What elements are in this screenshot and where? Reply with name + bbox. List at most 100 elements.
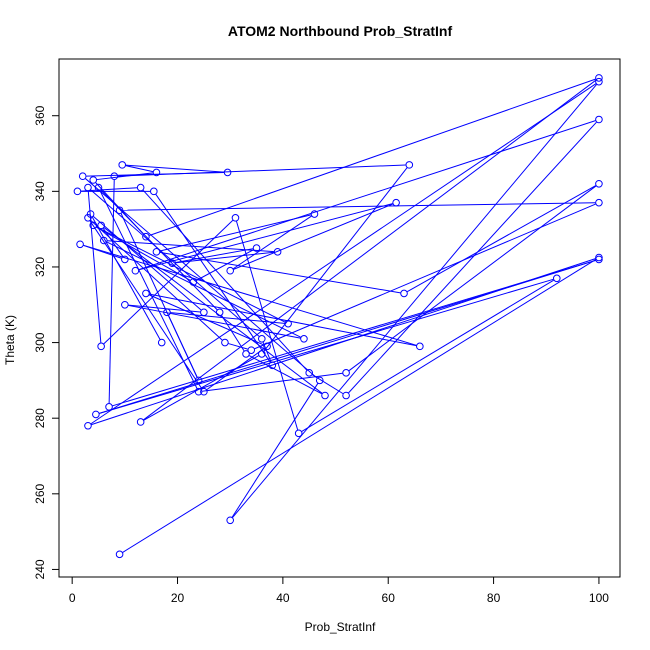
series-line-segment (232, 215, 312, 270)
data-point (300, 334, 308, 343)
x-axis-label: Prob_StratInf (305, 620, 376, 634)
data-point (321, 391, 329, 400)
series-line-segment (138, 120, 596, 271)
series-line-segment (159, 214, 312, 252)
data-point (223, 168, 232, 177)
series-line-segment (99, 278, 554, 414)
series-line-segment (142, 189, 308, 371)
series-line-segment (117, 164, 406, 177)
x-tick-label: 0 (69, 591, 76, 605)
data-point (595, 179, 603, 188)
data-point (189, 278, 198, 286)
data-point (89, 221, 98, 230)
series-line-segment (149, 293, 417, 347)
data-point (416, 342, 424, 351)
data-point (76, 240, 84, 249)
y-tick-label: 280 (33, 408, 47, 428)
series-line-segment (138, 203, 393, 271)
data-point (252, 244, 261, 252)
data-point (552, 274, 561, 283)
x-tick-label: 80 (487, 591, 501, 605)
series-line-segment (254, 203, 596, 350)
data-point (94, 183, 103, 192)
series-line-segment (90, 83, 597, 425)
series-line-segment (233, 203, 393, 270)
data-point (595, 198, 603, 207)
data-point (392, 198, 400, 207)
y-tick-label: 320 (33, 257, 47, 277)
data-point (73, 187, 82, 196)
series-line-segment (83, 244, 417, 346)
data-point (86, 210, 95, 218)
data-point (247, 346, 256, 354)
series-line-segment (231, 383, 319, 518)
series-line-segment (202, 372, 343, 392)
data-point (294, 429, 303, 438)
data-point (342, 369, 350, 377)
series-line-segment (248, 355, 323, 395)
data-point (142, 289, 150, 298)
x-tick-label: 100 (589, 591, 609, 605)
data-point (152, 168, 161, 177)
data-point (595, 74, 603, 82)
series-line-segment (128, 304, 301, 339)
data-point (405, 161, 414, 169)
data-point (226, 266, 234, 275)
series-line-segment (168, 315, 198, 378)
series-line-segment (149, 78, 596, 236)
data-point (342, 391, 350, 400)
data-point (595, 115, 603, 124)
x-axis: 0 20 40 60 80 100 (69, 576, 609, 605)
data-point (92, 410, 100, 419)
series-line-segment (122, 258, 597, 553)
data-point (157, 338, 166, 347)
series-line-segment (406, 185, 597, 293)
data-point (194, 376, 203, 385)
series-line-segment (92, 216, 202, 311)
data-point (118, 161, 127, 169)
y-tick-label: 300 (33, 332, 47, 352)
data-point (121, 300, 129, 309)
data-point (150, 187, 158, 196)
series-line-segment (99, 190, 198, 389)
series-line-segment (221, 315, 245, 352)
series-line-segment (99, 259, 596, 414)
data-point (97, 342, 105, 351)
chart-title: ATOM2 Northbound Prob_StratInf (228, 23, 453, 39)
data-point (194, 387, 203, 396)
series-line-segment (155, 194, 271, 363)
data-point (115, 206, 124, 215)
y-tick-label: 240 (33, 559, 47, 579)
x-tick-label: 40 (276, 591, 290, 605)
series-line-segment (96, 226, 191, 281)
data-point (595, 77, 603, 86)
data-point (268, 361, 277, 370)
series-line-segment (106, 241, 301, 338)
series-line-segment (128, 304, 201, 313)
data-point (258, 350, 266, 358)
data-point (315, 376, 324, 385)
series-line-segment (107, 240, 275, 253)
data-point (163, 308, 171, 317)
data-point (200, 308, 208, 317)
data-point (99, 236, 108, 245)
series-lines (81, 78, 597, 553)
series-line-segment (81, 187, 138, 192)
data-point (273, 248, 282, 256)
data-point (131, 266, 140, 275)
data-point (258, 334, 266, 343)
data-point (110, 172, 119, 181)
data-point (242, 350, 250, 358)
series-line-segment (228, 343, 248, 350)
data-point (200, 387, 208, 396)
series-line-segment (175, 248, 254, 264)
series-line-segment (87, 191, 102, 343)
series-line-segment (90, 219, 223, 341)
data-point (152, 248, 161, 256)
plot-frame (58, 58, 621, 578)
data-point (105, 403, 113, 411)
data-point (142, 232, 150, 241)
data-point (121, 255, 129, 264)
series-line-segment (159, 251, 401, 294)
